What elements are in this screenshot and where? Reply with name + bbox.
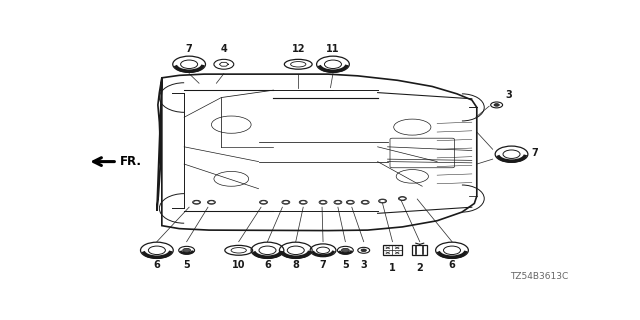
Text: TZ54B3613C: TZ54B3613C bbox=[510, 272, 568, 281]
Text: 11: 11 bbox=[326, 44, 340, 54]
Text: 7: 7 bbox=[186, 44, 193, 54]
Text: 8: 8 bbox=[292, 260, 299, 270]
Text: 10: 10 bbox=[232, 260, 246, 270]
Text: 6: 6 bbox=[264, 260, 271, 270]
Circle shape bbox=[379, 199, 387, 203]
Circle shape bbox=[260, 200, 268, 204]
Circle shape bbox=[300, 200, 307, 204]
Circle shape bbox=[399, 196, 406, 201]
Text: 5: 5 bbox=[183, 260, 190, 270]
Text: 6: 6 bbox=[154, 260, 160, 270]
Text: 3: 3 bbox=[360, 260, 367, 270]
Text: 2: 2 bbox=[417, 263, 423, 273]
Text: 5: 5 bbox=[342, 260, 349, 270]
Circle shape bbox=[361, 249, 366, 252]
Text: 12: 12 bbox=[291, 44, 305, 54]
Circle shape bbox=[346, 200, 355, 204]
Circle shape bbox=[334, 200, 342, 204]
Circle shape bbox=[193, 200, 200, 204]
Text: FR.: FR. bbox=[120, 155, 141, 168]
Circle shape bbox=[494, 104, 499, 106]
Text: 7: 7 bbox=[319, 260, 326, 270]
Text: 1: 1 bbox=[389, 263, 396, 273]
Text: 6: 6 bbox=[449, 260, 456, 270]
Circle shape bbox=[361, 200, 369, 204]
Text: 7: 7 bbox=[531, 148, 538, 158]
Circle shape bbox=[319, 200, 327, 204]
Circle shape bbox=[341, 248, 349, 252]
Text: 3: 3 bbox=[506, 91, 512, 100]
Circle shape bbox=[282, 200, 290, 204]
Circle shape bbox=[182, 248, 191, 252]
Text: 4: 4 bbox=[220, 44, 227, 54]
Circle shape bbox=[207, 200, 216, 204]
